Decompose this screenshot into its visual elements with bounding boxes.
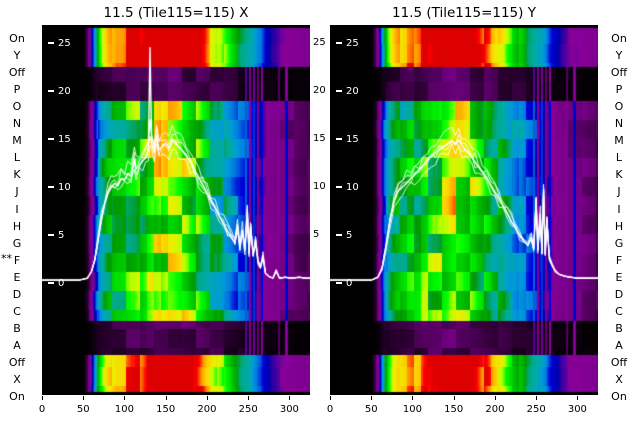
x-tick-mark (577, 396, 579, 400)
row-label-right: B (615, 321, 623, 335)
row-label-left: D (12, 287, 22, 301)
x-tick-label: 300 (567, 404, 587, 415)
row-label-left: G (12, 236, 22, 250)
row-label-right: L (615, 151, 623, 165)
row-label-left: B (13, 321, 21, 335)
row-label-left: L (13, 151, 21, 165)
x-tick-label: 300 (279, 404, 299, 415)
x-tick-mark (165, 396, 167, 400)
x-tick-label: 0 (38, 404, 46, 415)
row-label-right: E (615, 270, 623, 284)
x-tick-mark (453, 396, 455, 400)
row-label-left: Y (13, 49, 21, 63)
gap-value-tick-label: 15 (313, 133, 326, 144)
x-tick-label: 100 (114, 404, 134, 415)
row-label-left: E (13, 270, 21, 284)
x-tick-label: 0 (326, 404, 334, 415)
x-tick-label: 200 (485, 404, 505, 415)
row-marker-asterisks: ** (1, 251, 12, 265)
row-label-right: N (614, 117, 624, 131)
gap-value-tick-label: 10 (313, 181, 326, 192)
row-label-right: F (615, 253, 623, 267)
x-tick-mark (83, 396, 85, 400)
row-label-right: H (614, 219, 624, 233)
row-label-right: J (617, 185, 621, 199)
row-label-right: On (611, 390, 627, 404)
row-label-left: On (9, 390, 25, 404)
x-tick-label: 150 (444, 404, 464, 415)
row-label-right: Off (610, 66, 628, 80)
row-label-right: Y (615, 49, 623, 63)
heatmap-panel-y (330, 25, 598, 395)
row-label-right: K (615, 168, 623, 182)
x-tick-label: 50 (76, 404, 90, 415)
row-label-left: C (13, 304, 21, 318)
x-tick-label: 50 (364, 404, 378, 415)
row-label-left: X (13, 373, 21, 386)
row-label-right: I (617, 202, 621, 216)
panel-title-y: 11.5 (Tile115=115) Y (392, 5, 536, 21)
heatmap-panel-x (42, 25, 310, 395)
x-tick-label: 100 (402, 404, 422, 415)
x-tick-label: 250 (526, 404, 546, 415)
row-label-left: M (12, 134, 22, 148)
row-label-right: M (614, 134, 624, 148)
row-label-right: C (615, 304, 623, 318)
x-tick-mark (494, 396, 496, 400)
row-label-left: H (12, 219, 22, 233)
row-label-left: O (12, 100, 22, 114)
row-label-right: P (615, 83, 623, 97)
row-label-right: Off (610, 355, 628, 369)
gap-value-tick-label: 5 (313, 229, 320, 240)
x-tick-mark (124, 396, 126, 400)
x-tick-label: 200 (197, 404, 217, 415)
x-tick-mark (371, 396, 373, 400)
row-label-left: P (13, 83, 21, 97)
row-label-right: A (615, 338, 623, 352)
row-label-right: O (614, 100, 624, 114)
row-label-left: Off (8, 66, 26, 80)
x-tick-mark (42, 396, 43, 400)
row-label-left: Off (8, 355, 26, 369)
panel-title-x: 11.5 (Tile115=115) X (103, 5, 249, 21)
gap-value-tick-label: 20 (313, 85, 326, 96)
row-label-left: N (12, 117, 22, 131)
row-label-left: K (13, 168, 21, 182)
row-label-left: On (9, 32, 25, 45)
x-tick-mark (330, 396, 331, 400)
row-label-right: G (614, 236, 624, 250)
x-tick-mark (206, 396, 208, 400)
row-label-right: On (611, 32, 627, 45)
row-label-right: D (614, 287, 624, 301)
x-tick-mark (536, 396, 538, 400)
row-label-right: X (615, 373, 623, 386)
x-tick-mark (248, 396, 250, 400)
x-tick-label: 150 (156, 404, 176, 415)
x-tick-label: 250 (238, 404, 258, 415)
row-label-left: F (13, 253, 21, 267)
x-tick-mark (412, 396, 414, 400)
row-label-left: J (15, 185, 19, 199)
x-tick-mark (289, 396, 291, 400)
row-label-left: I (15, 202, 19, 216)
gap-value-tick-label: 25 (313, 37, 326, 48)
row-label-left: A (13, 338, 21, 352)
